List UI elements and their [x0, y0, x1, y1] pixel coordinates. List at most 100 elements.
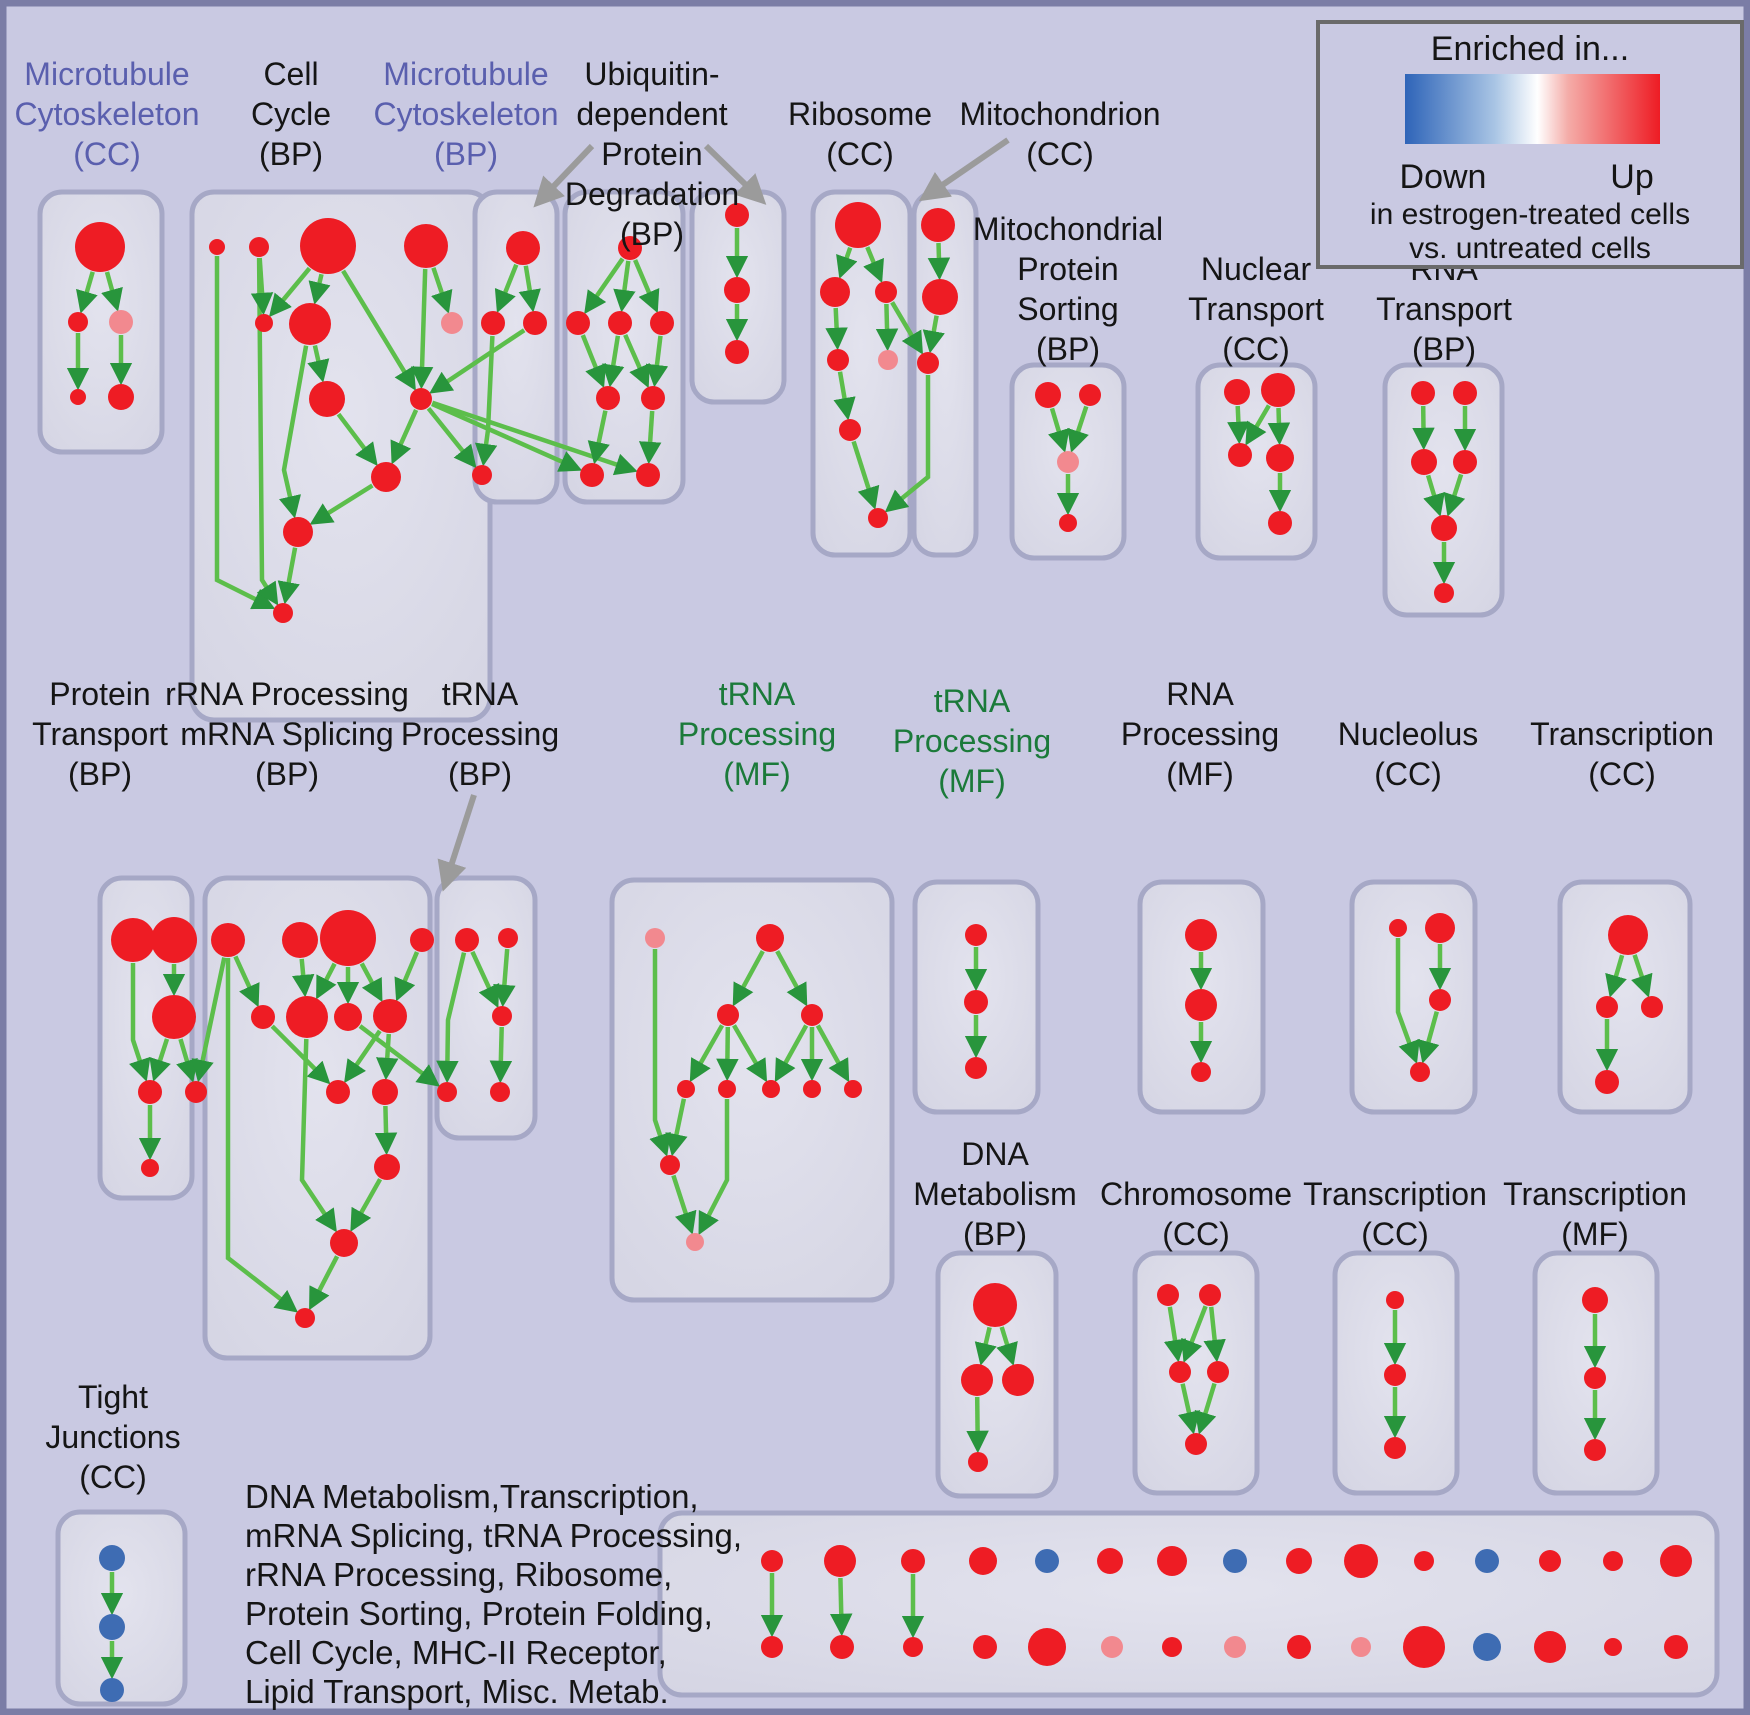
go-term-node: [472, 465, 492, 485]
edge-arrow: [76, 271, 98, 314]
go-term-node: [70, 389, 86, 405]
go-term-node: [99, 1614, 125, 1640]
cluster-label: Ribosome (CC): [788, 96, 932, 172]
edge-arrow: [344, 1029, 382, 1084]
go-term-node: [1059, 514, 1077, 532]
edge-arrow: [474, 335, 498, 467]
edge-arrow: [431, 401, 583, 472]
annotation-arrow: [703, 143, 767, 205]
go-term-node: [1157, 1284, 1179, 1306]
go-term-node: [1261, 373, 1295, 407]
go-term-node: [641, 386, 665, 410]
edge-arrow: [129, 963, 151, 1082]
edge-arrow: [638, 410, 662, 465]
go-term-node: [437, 1082, 457, 1102]
go-term-node: [844, 1080, 862, 1098]
edge-arrow: [833, 371, 856, 421]
edge-arrow: [376, 1033, 399, 1081]
go-term-node: [580, 463, 604, 487]
legend-box: [1316, 20, 1744, 269]
go-term-node: [1101, 1636, 1123, 1658]
cluster-label: tRNA Processing (MF): [893, 683, 1051, 799]
edge-arrow: [279, 345, 309, 519]
go-term-node: [1384, 1437, 1406, 1459]
edge-arrow: [394, 951, 420, 1002]
go-term-node: [185, 1081, 207, 1103]
footnote-line: DNA Metabolism,Transcription,: [245, 1478, 699, 1515]
go-term-node: [1169, 1361, 1191, 1383]
go-term-node: [1224, 1636, 1246, 1658]
go-term-node: [1434, 583, 1454, 603]
go-term-node: [803, 1080, 821, 1098]
edge-arrow: [927, 242, 951, 281]
edge-arrow: [1227, 405, 1250, 445]
edge-arrow: [732, 950, 765, 1007]
go-term-node: [251, 1005, 275, 1029]
go-term-node: [762, 1080, 780, 1098]
edge-arrow: [825, 307, 848, 351]
go-term-node: [1582, 1287, 1608, 1313]
go-term-node: [973, 1635, 997, 1659]
edge-arrow: [307, 345, 330, 383]
go-term-node: [410, 928, 434, 952]
go-term-node: [490, 1082, 510, 1102]
go-term-node: [824, 1545, 856, 1577]
go-term-node: [330, 1229, 358, 1257]
go-term-node: [1097, 1548, 1123, 1574]
edge-arrow: [214, 256, 276, 610]
cluster-label: rRNA Processing mRNA Splicing (BP): [165, 676, 409, 792]
go-term-node: [286, 996, 328, 1038]
cluster-box: [1382, 362, 1505, 618]
go-term-node: [1223, 1549, 1247, 1573]
edge-arrow: [649, 949, 671, 1157]
go-term-node: [249, 237, 269, 257]
go-term-node: [677, 1080, 695, 1098]
edge-arrow: [309, 1255, 340, 1311]
edge-arrow: [250, 257, 274, 316]
go-term-node: [1266, 444, 1294, 472]
edge-arrow: [1423, 474, 1445, 517]
go-term-node: [1207, 1361, 1229, 1383]
edge-arrow: [1047, 407, 1070, 453]
edge-arrow: [851, 440, 880, 510]
go-term-node: [1473, 1633, 1501, 1661]
edge-arrow: [671, 1174, 697, 1235]
cluster-label: tRNA Processing (BP): [401, 676, 559, 792]
go-term-node: [596, 386, 620, 410]
go-term-node: [371, 462, 401, 492]
cluster-label: RNA Processing (MF): [1121, 676, 1279, 792]
go-term-node: [374, 1154, 400, 1180]
go-term-node: [1389, 919, 1407, 937]
go-term-node: [1079, 384, 1101, 406]
edge-arrow: [580, 334, 607, 388]
go-term-node: [1228, 443, 1252, 467]
go-term-node: [410, 388, 432, 410]
edge-arrow: [996, 1326, 1018, 1366]
go-term-node: [761, 1636, 783, 1658]
cluster-label: Transcription (CC): [1303, 1176, 1487, 1252]
go-term-node: [636, 463, 660, 487]
annotation-arrow: [533, 143, 595, 208]
edge-arrow: [922, 315, 945, 354]
go-term-node: [1584, 1367, 1606, 1389]
go-term-node: [283, 517, 313, 547]
edge-arrow: [233, 955, 260, 1008]
go-term-node: [100, 1678, 124, 1702]
go-term-node: [827, 349, 849, 371]
go-term-node: [1028, 1628, 1066, 1666]
edge-arrow: [149, 1038, 171, 1082]
go-term-node: [1185, 919, 1217, 951]
edge-arrow: [774, 1024, 809, 1083]
edge-arrow: [1163, 1306, 1187, 1363]
go-term-node: [492, 1006, 512, 1026]
go-term-node: [717, 1004, 739, 1026]
edge-arrow: [336, 412, 378, 467]
edge-arrow: [1631, 954, 1653, 998]
go-term-node: [255, 314, 273, 332]
edge-arrow: [341, 269, 416, 391]
edge-arrow: [268, 266, 312, 318]
go-term-node: [99, 1545, 125, 1571]
edge-arrow: [1194, 1382, 1217, 1435]
go-term-node: [1411, 449, 1437, 475]
